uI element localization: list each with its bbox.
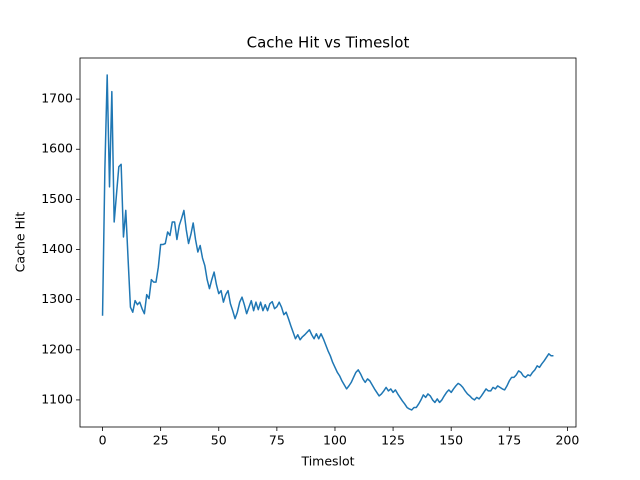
y-tick-label: 1400 xyxy=(41,241,73,256)
x-axis-label: Timeslot xyxy=(300,454,354,469)
x-tick-label: 125 xyxy=(381,433,405,448)
x-tick-label: 150 xyxy=(439,433,463,448)
data-line xyxy=(101,74,554,411)
y-tick-label: 1700 xyxy=(41,91,73,106)
x-tick-label: 25 xyxy=(153,433,169,448)
y-tick-label: 1600 xyxy=(41,141,73,156)
x-tick-label: 175 xyxy=(497,433,521,448)
chart-title: Cache Hit vs Timeslot xyxy=(247,34,410,52)
y-axis-label: Cache Hit xyxy=(13,212,28,273)
x-tick-label: 75 xyxy=(269,433,285,448)
y-tick-label: 1100 xyxy=(41,391,73,406)
x-tick-label: 200 xyxy=(555,433,579,448)
plot-frame xyxy=(79,57,577,428)
y-tick-label: 1500 xyxy=(41,191,73,206)
x-tick-label: 100 xyxy=(323,433,347,448)
y-tick-label: 1300 xyxy=(41,291,73,306)
y-tick-label: 1200 xyxy=(41,341,73,356)
x-tick-label: 0 xyxy=(99,433,107,448)
x-tick-label: 50 xyxy=(211,433,227,448)
